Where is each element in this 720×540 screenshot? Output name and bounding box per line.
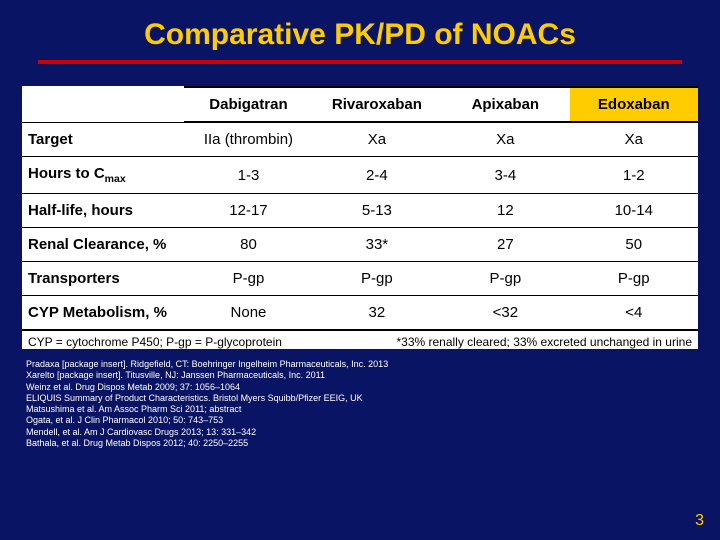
label-sub: max [105, 173, 126, 185]
cell: P-gp [570, 262, 698, 296]
cell: 3-4 [441, 157, 569, 194]
cell: 1-3 [184, 157, 312, 194]
cell: 10-14 [570, 194, 698, 228]
comparison-table: Dabigatran Rivaroxaban Apixaban Edoxaban… [22, 86, 698, 331]
cell: Xa [570, 122, 698, 157]
col-edoxaban: Edoxaban [570, 87, 698, 122]
page-number: 3 [695, 512, 704, 530]
reference-line: Bathala, et al. Drug Metab Dispos 2012; … [26, 438, 694, 449]
reference-line: ELIQUIS Summary of Product Characteristi… [26, 393, 694, 404]
reference-line: Xarelto [package insert]. Titusville, NJ… [26, 370, 694, 381]
cell: <4 [570, 296, 698, 331]
reference-line: Weinz et al. Drug Dispos Metab 2009; 37:… [26, 382, 694, 393]
reference-line: Pradaxa [package insert]. Ridgefield, CT… [26, 359, 694, 370]
reference-line: Matsushima et al. Am Assoc Pharm Sci 201… [26, 404, 694, 415]
header-blank [22, 87, 184, 122]
cell: <32 [441, 296, 569, 331]
table-footnotes: CYP = cytochrome P450; P-gp = P-glycopro… [22, 331, 698, 349]
cell: Xa [441, 122, 569, 157]
row-label: Half-life, hours [22, 194, 184, 228]
cell: 5-13 [313, 194, 441, 228]
cell: 12-17 [184, 194, 312, 228]
reference-line: Mendell, et al. Am J Cardiovasc Drugs 20… [26, 427, 694, 438]
cell: 2-4 [313, 157, 441, 194]
table-row: CYP Metabolism, % None 32 <32 <4 [22, 296, 698, 331]
col-apixaban: Apixaban [441, 87, 569, 122]
cell: 1-2 [570, 157, 698, 194]
header-row: Dabigatran Rivaroxaban Apixaban Edoxaban [22, 87, 698, 122]
label-pre: Hours to C [28, 165, 105, 182]
cell: P-gp [313, 262, 441, 296]
cell: None [184, 296, 312, 331]
title-underline [38, 60, 682, 64]
cell: 33* [313, 228, 441, 262]
table-row: Transporters P-gp P-gp P-gp P-gp [22, 262, 698, 296]
row-label: Target [22, 122, 184, 157]
row-label: Renal Clearance, % [22, 228, 184, 262]
row-label: Hours to Cmax [22, 157, 184, 194]
col-rivaroxaban: Rivaroxaban [313, 87, 441, 122]
cell: 32 [313, 296, 441, 331]
footnote-left: CYP = cytochrome P450; P-gp = P-glycopro… [28, 335, 282, 349]
row-label: Transporters [22, 262, 184, 296]
reference-line: Ogata, et al. J Clin Pharmacol 2010; 50:… [26, 415, 694, 426]
cell: Xa [313, 122, 441, 157]
table-row: Hours to Cmax 1-3 2-4 3-4 1-2 [22, 157, 698, 194]
references-block: Pradaxa [package insert]. Ridgefield, CT… [0, 349, 720, 449]
cell: 50 [570, 228, 698, 262]
cell: P-gp [441, 262, 569, 296]
row-label: CYP Metabolism, % [22, 296, 184, 331]
cell: 12 [441, 194, 569, 228]
comparison-table-container: Dabigatran Rivaroxaban Apixaban Edoxaban… [22, 86, 698, 349]
table-body: Target IIa (thrombin) Xa Xa Xa Hours to … [22, 122, 698, 330]
footnote-right: *33% renally cleared; 33% excreted uncha… [396, 335, 692, 349]
cell: 80 [184, 228, 312, 262]
cell: IIa (thrombin) [184, 122, 312, 157]
table-row: Renal Clearance, % 80 33* 27 50 [22, 228, 698, 262]
col-dabigatran: Dabigatran [184, 87, 312, 122]
cell: P-gp [184, 262, 312, 296]
table-row: Target IIa (thrombin) Xa Xa Xa [22, 122, 698, 157]
table-row: Half-life, hours 12-17 5-13 12 10-14 [22, 194, 698, 228]
cell: 27 [441, 228, 569, 262]
slide-title: Comparative PK/PD of NOACs [0, 0, 720, 60]
